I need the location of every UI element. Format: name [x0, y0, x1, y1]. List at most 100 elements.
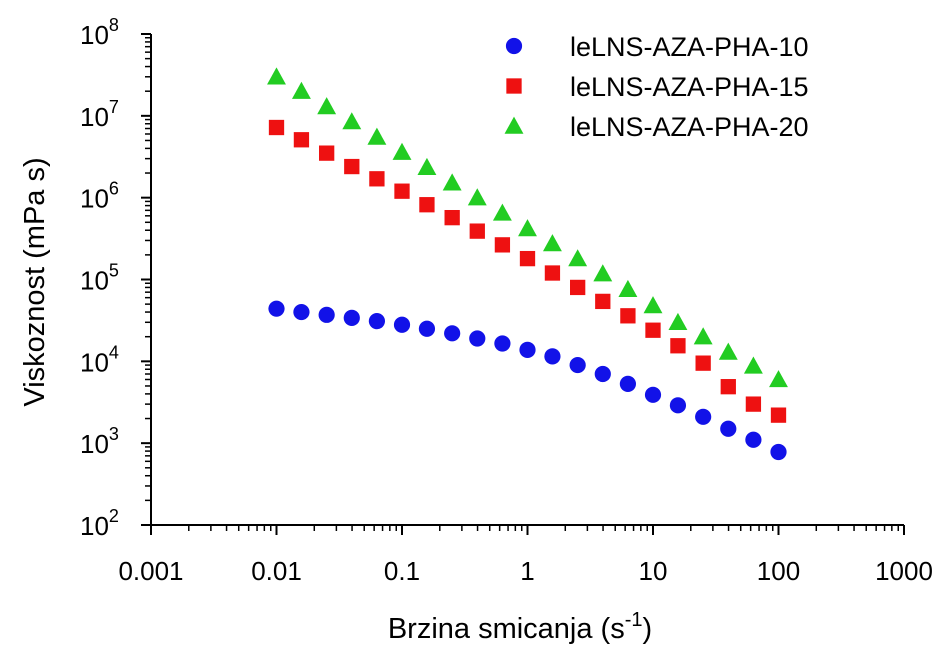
data-point [719, 343, 738, 360]
x-tick-label: 1 [520, 556, 534, 586]
legend-label: leLNS-AZA-PHA-15 [570, 72, 809, 102]
data-point [317, 97, 336, 114]
data-point [543, 234, 562, 251]
x-tick-label: 0.001 [118, 556, 183, 586]
data-point [267, 67, 286, 84]
x-axis-title-unit-open: ( [593, 613, 611, 645]
data-point [393, 143, 412, 160]
y-tick-label: 107 [80, 97, 119, 132]
data-point [770, 444, 786, 460]
legend-item: leLNS-AZA-PHA-15 [506, 72, 808, 102]
data-point [268, 301, 284, 317]
data-point [721, 379, 736, 394]
y-axis-title: Viskoznost (mPa s) [19, 157, 51, 406]
data-point [319, 307, 335, 323]
data-point [344, 310, 360, 326]
data-point [620, 376, 636, 392]
x-tick-label: 100 [757, 556, 800, 586]
legend-item: leLNS-AZA-PHA-20 [505, 112, 809, 142]
data-point [443, 173, 462, 190]
data-point [493, 204, 512, 221]
data-point [745, 432, 761, 448]
legend-marker [506, 78, 521, 93]
data-point [294, 132, 309, 147]
data-point [468, 188, 487, 205]
data-point [769, 370, 788, 387]
x-tick-label: 10 [639, 556, 668, 586]
series-2 [269, 120, 786, 423]
data-point [470, 223, 485, 238]
series-1 [268, 301, 786, 461]
legend-marker [506, 38, 522, 54]
legend: leLNS-AZA-PHA-10 leLNS-AZA-PHA-15 leLNS-AZ… [505, 32, 809, 142]
data-point [618, 280, 637, 297]
data-point [696, 356, 711, 371]
data-point [417, 158, 436, 175]
data-point [344, 159, 359, 174]
data-point [746, 396, 761, 411]
data-point [644, 296, 663, 313]
data-point [568, 249, 587, 266]
legend-item: leLNS-AZA-PHA-10 [506, 32, 809, 62]
data-point [518, 219, 537, 236]
data-point [319, 145, 334, 160]
data-point [570, 357, 586, 373]
axes [151, 34, 904, 525]
y-tick-label: 103 [80, 424, 119, 459]
data-point [367, 128, 386, 145]
data-point [695, 409, 711, 425]
data-point [444, 325, 460, 341]
data-point [419, 197, 434, 212]
legend-label: leLNS-AZA-PHA-10 [570, 32, 809, 62]
y-tick-label: 108 [80, 15, 119, 50]
data-point [595, 366, 611, 382]
data-point [670, 338, 685, 353]
data-point [544, 348, 560, 364]
data-point [645, 323, 660, 338]
data-point [645, 387, 661, 403]
data-point [570, 280, 585, 295]
x-axis-title: Brzina smicanja (s-1) [388, 609, 652, 645]
x-axis-title-unit-base: s [610, 613, 625, 645]
data-point [394, 317, 410, 333]
x-tick-label: 0.1 [384, 556, 420, 586]
data-point [595, 294, 610, 309]
y-ticks: 102 103 104 105 106 107 108 [80, 15, 151, 541]
data-point [519, 342, 535, 358]
data-point [419, 321, 435, 337]
y-tick-label: 102 [80, 506, 119, 541]
x-ticks: 0.001 0.01 0.1 1 10 100 1000 [118, 525, 932, 586]
data-point [369, 313, 385, 329]
data-point [494, 335, 510, 351]
legend-marker [505, 117, 524, 134]
data-point [744, 356, 763, 373]
x-axis-title-unit-close: ) [643, 613, 653, 645]
data-point [342, 112, 361, 129]
data-point [394, 184, 409, 199]
data-point [445, 210, 460, 225]
data-point [668, 313, 687, 330]
data-point [469, 330, 485, 346]
data-point [269, 120, 284, 135]
data-point [545, 265, 560, 280]
data-point [694, 327, 713, 344]
y-tick-label: 106 [80, 179, 119, 214]
data-point [292, 82, 311, 99]
x-tick-label: 0.01 [251, 556, 302, 586]
data-point [369, 171, 384, 186]
x-axis-title-unit-exp: -1 [625, 609, 643, 631]
data-point [593, 264, 612, 281]
data-point [720, 421, 736, 437]
data-point [771, 407, 786, 422]
data-point [670, 397, 686, 413]
x-tick-label: 1000 [875, 556, 933, 586]
data-point [293, 304, 309, 320]
y-tick-label: 105 [80, 261, 119, 296]
data-point [620, 308, 635, 323]
data-point [495, 237, 510, 252]
x-axis-title-text: Brzina smicanja [388, 613, 594, 645]
y-tick-label: 104 [80, 342, 119, 377]
data-point [520, 251, 535, 266]
legend-label: leLNS-AZA-PHA-20 [570, 112, 809, 142]
